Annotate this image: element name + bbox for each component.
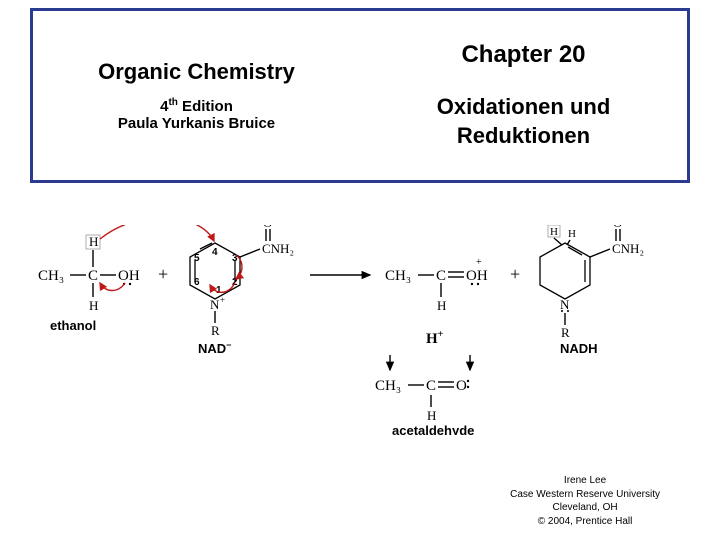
c-acet: C [426, 378, 436, 394]
h-c4-b: H [568, 228, 576, 240]
h-acet: H [427, 408, 436, 423]
plus-1: + [158, 264, 168, 284]
oh-plus: + [476, 257, 482, 268]
topic: Oxidationen und Reduktionen [437, 93, 611, 150]
oh-right: OH [466, 268, 488, 284]
topic-line1: Oxidationen und [437, 94, 611, 119]
ethanol-label: ethanol [50, 318, 96, 333]
ch3-acet: CH₃ [375, 378, 401, 394]
reaction-diagram: CH₃ C OH H H ethanol + N + R [30, 225, 690, 435]
c-right: C [436, 268, 446, 284]
nadh-label: NADH [560, 341, 598, 356]
n-plus: + [220, 295, 225, 305]
credits: Irene Lee Case Western Reserve Universit… [510, 474, 660, 528]
o-amide-left: O [263, 225, 272, 230]
cnh2-left: CNH₂ [262, 241, 294, 256]
o-acet: O [456, 378, 467, 394]
num4: 4 [212, 247, 218, 258]
credit-line-4: © 2004, Prentice Hall [510, 515, 660, 529]
topic-line2: Reduktionen [457, 123, 590, 148]
chapter-title: Chapter 20 [461, 41, 585, 69]
h-c4-a: H [550, 226, 558, 238]
oh-left: OH [118, 268, 140, 284]
h-bot-left: H [89, 298, 98, 313]
credit-line-2: Case Western Reserve University [510, 488, 660, 502]
num1: 1 [216, 285, 222, 296]
c-left: C [88, 268, 98, 284]
credit-line-1: Irene Lee [510, 474, 660, 488]
book-title: Organic Chemistry [98, 59, 295, 85]
o-amide-right: O [613, 225, 622, 230]
ch3-left: CH₃ [38, 268, 64, 284]
edition-word: Edition [178, 98, 233, 115]
plus-2: + [510, 264, 520, 284]
ch3-right: CH₃ [385, 268, 411, 284]
cnh2-right: CNH₂ [612, 241, 644, 256]
n-ring-left: N [210, 297, 220, 312]
hplus: H+ [426, 329, 444, 347]
r-left: R [211, 323, 220, 338]
reaction-svg: CH₃ C OH H H ethanol + N + R [30, 225, 690, 435]
acetaldehyde-label: acetaldehyde [392, 423, 474, 435]
edition: 4th Edition [160, 97, 233, 115]
edition-sup: th [168, 97, 177, 108]
num6: 6 [194, 277, 200, 288]
h-bot-right: H [437, 298, 446, 313]
r-right: R [561, 325, 570, 340]
header-right: Chapter 20 Oxidationen und Reduktionen [360, 11, 687, 180]
num3: 3 [232, 253, 238, 264]
h-top-left: H [89, 234, 98, 249]
title-box: Organic Chemistry 4th Edition Paula Yurk… [30, 8, 690, 183]
nad-label: NAD− [198, 340, 231, 356]
author: Paula Yurkanis Bruice [118, 115, 275, 132]
header-left: Organic Chemistry 4th Edition Paula Yurk… [33, 11, 360, 180]
n-ring-right: N [560, 297, 570, 312]
credit-line-3: Cleveland, OH [510, 501, 660, 515]
num5: 5 [194, 253, 200, 264]
